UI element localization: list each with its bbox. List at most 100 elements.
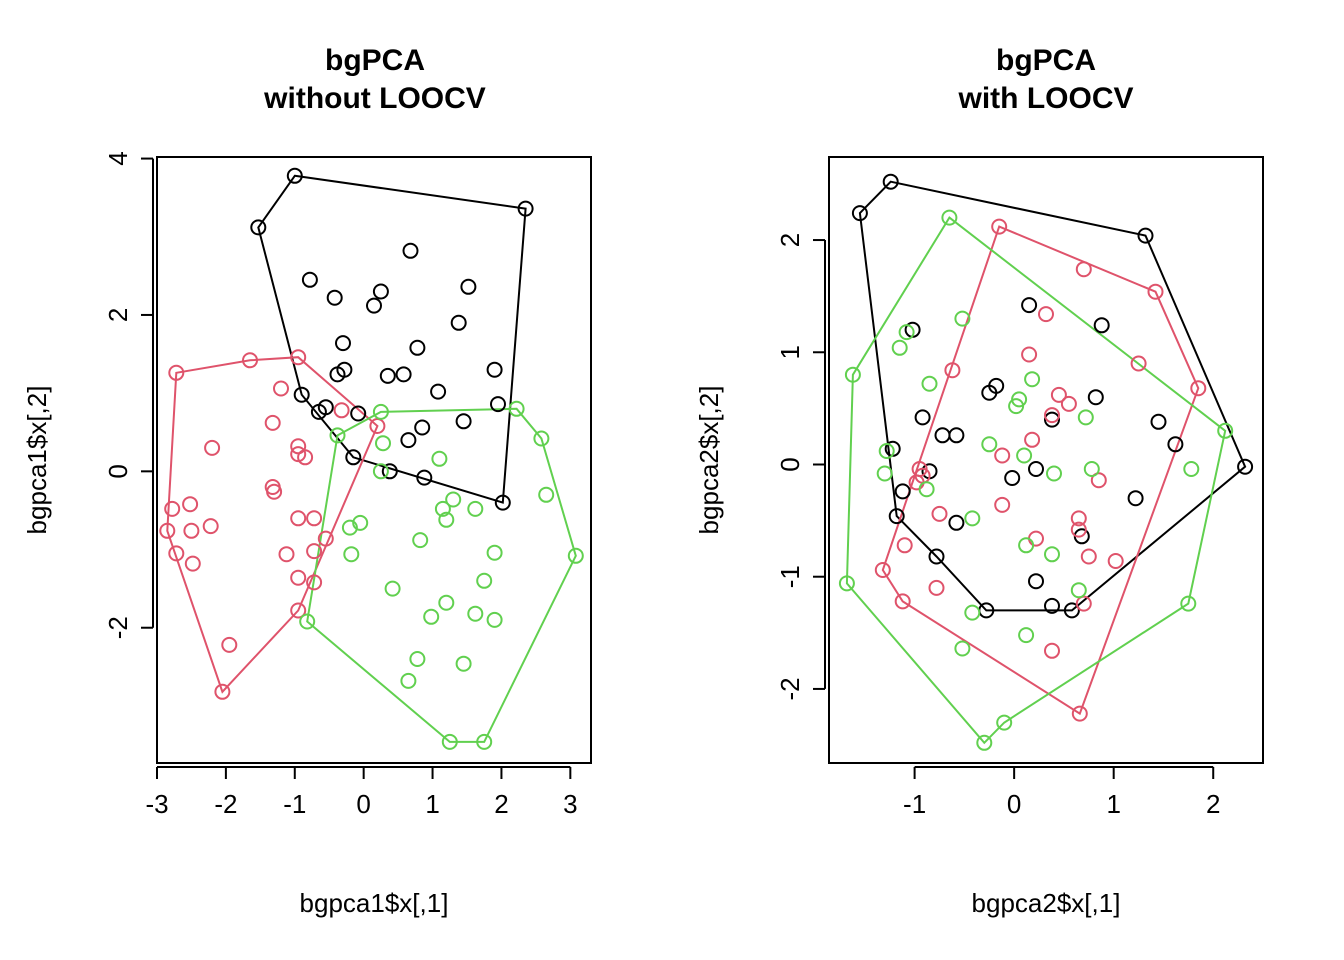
group-3-point bbox=[508, 400, 525, 417]
y-tick-label: 0 bbox=[103, 464, 133, 478]
group-1-point bbox=[1237, 458, 1254, 475]
y-tick-label: -2 bbox=[775, 677, 805, 700]
group-1-point bbox=[851, 205, 868, 222]
group-3-point bbox=[299, 613, 316, 630]
group-3-point bbox=[1046, 465, 1062, 482]
group-1-point bbox=[372, 283, 389, 300]
group-1-point bbox=[948, 427, 965, 444]
group-1-point bbox=[1044, 411, 1060, 428]
group-3-point bbox=[981, 436, 998, 453]
group-3-point bbox=[964, 604, 981, 621]
group-3-point bbox=[434, 500, 451, 517]
group-2-point bbox=[1130, 355, 1147, 372]
group-hulls bbox=[166, 174, 577, 743]
group-1-point bbox=[894, 483, 911, 500]
group-1-hull bbox=[257, 174, 527, 504]
group-1-point bbox=[1150, 413, 1167, 430]
group-2-point bbox=[164, 500, 181, 517]
group-1-point bbox=[888, 508, 905, 525]
group-3-hull bbox=[845, 216, 1227, 745]
group-2-point bbox=[928, 579, 945, 596]
group-3-point bbox=[1083, 461, 1100, 477]
group-2-point bbox=[991, 218, 1008, 235]
x-tick-label: -2 bbox=[214, 789, 237, 819]
x-tick-label: 0 bbox=[1007, 789, 1021, 819]
plot-subtitle: with LOOCV bbox=[958, 82, 1134, 115]
plot-panel-with-loocv: bgPCA with LOOCV bgpca2$x[,1] bgpca2$x[,… bbox=[694, 44, 1264, 918]
group-2-hull bbox=[881, 225, 1200, 716]
group-2-point bbox=[333, 402, 350, 419]
group-1-point bbox=[409, 339, 426, 356]
group-1-point bbox=[882, 173, 899, 190]
group-1-point bbox=[1087, 389, 1104, 406]
group-2-point bbox=[184, 555, 201, 572]
x-tick-label: 2 bbox=[494, 789, 508, 819]
group-2-point bbox=[264, 414, 281, 431]
group-2-hull bbox=[166, 356, 379, 694]
group-1-point bbox=[1167, 436, 1184, 453]
group-2-point bbox=[168, 364, 185, 381]
group-1-point bbox=[934, 427, 951, 444]
group-2-point bbox=[221, 636, 238, 653]
group-2-point bbox=[1190, 380, 1207, 397]
group-1-point bbox=[1028, 461, 1044, 477]
group-3-point bbox=[1180, 595, 1197, 612]
x-tick-label: 0 bbox=[356, 789, 370, 819]
group-3-point bbox=[918, 481, 935, 498]
group-1-point bbox=[310, 403, 327, 420]
group-2-point bbox=[1044, 642, 1060, 659]
group-2-point bbox=[273, 380, 289, 397]
group-1-hull bbox=[858, 180, 1247, 612]
plot-frame bbox=[156, 156, 592, 764]
y-axis-label: bgpca2$x[,2] bbox=[694, 386, 724, 535]
group-2-point bbox=[168, 545, 185, 562]
group-3-hull bbox=[306, 407, 577, 743]
group-2-point bbox=[1090, 472, 1107, 489]
group-1-point bbox=[430, 383, 447, 400]
group-3-point bbox=[486, 611, 503, 628]
group-1-point bbox=[455, 413, 472, 430]
group-2-point bbox=[214, 683, 231, 700]
group-1-point bbox=[350, 405, 367, 422]
group-1-point bbox=[1004, 470, 1021, 486]
group-2-point bbox=[931, 505, 948, 522]
x-tick-label: -1 bbox=[283, 789, 306, 819]
group-3-point bbox=[1008, 398, 1025, 415]
group-3-point bbox=[409, 651, 426, 667]
group-1-point bbox=[981, 384, 998, 401]
group-2-point bbox=[896, 537, 913, 554]
group-1-point bbox=[414, 419, 431, 436]
group-3-point bbox=[941, 209, 958, 226]
group-hulls bbox=[845, 180, 1247, 745]
group-2-point bbox=[290, 569, 307, 586]
group-1-point bbox=[416, 469, 433, 486]
group-3-point bbox=[1070, 582, 1087, 599]
group-3-point bbox=[898, 324, 915, 341]
group-1-point bbox=[402, 242, 419, 259]
group-2-point bbox=[994, 496, 1011, 513]
x-tick-label: 2 bbox=[1206, 789, 1220, 819]
group-1-point bbox=[326, 289, 343, 306]
x-tick-label: 1 bbox=[1106, 789, 1120, 819]
group-2-point bbox=[159, 522, 176, 539]
group-1-point bbox=[335, 335, 351, 352]
group-1-point bbox=[928, 548, 945, 565]
group-1-point bbox=[1063, 602, 1080, 619]
group-2-point bbox=[874, 562, 891, 578]
group-2-point bbox=[183, 522, 200, 539]
plot-subtitle: without LOOCV bbox=[263, 82, 486, 115]
group-3-point bbox=[976, 734, 993, 751]
group-2-point bbox=[1050, 386, 1067, 403]
group-3-point bbox=[533, 430, 550, 447]
plot-frame bbox=[828, 156, 1264, 764]
group-2-point bbox=[1080, 548, 1097, 565]
x-axis-label: bgpca1$x[,1] bbox=[300, 888, 449, 918]
group-2-point bbox=[1060, 395, 1077, 412]
group-1-point bbox=[301, 271, 318, 288]
group-1-point bbox=[379, 367, 396, 384]
group-2-point bbox=[306, 510, 323, 527]
group-2-point bbox=[182, 496, 199, 513]
group-3-point bbox=[441, 733, 458, 750]
group-3-point bbox=[996, 714, 1013, 731]
group-1-point bbox=[1137, 227, 1154, 244]
